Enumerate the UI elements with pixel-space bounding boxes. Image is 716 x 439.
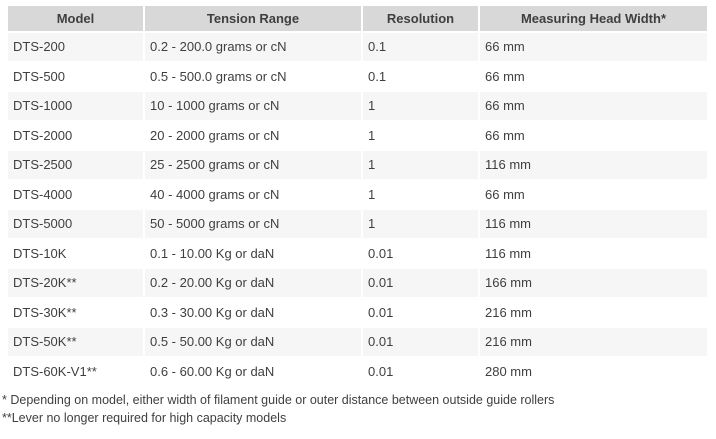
cell-resolution: 0.01 bbox=[363, 239, 478, 267]
cell-resolution: 0.01 bbox=[363, 269, 478, 297]
cell-head-width: 66 mm bbox=[480, 121, 707, 149]
cell-tension-range: 10 - 1000 grams or cN bbox=[145, 92, 361, 120]
table-row: DTS-4000 40 - 4000 grams or cN 1 66 mm bbox=[8, 180, 707, 208]
table-row: DTS-50K** 0.5 - 50.00 Kg or daN 0.01 216… bbox=[8, 328, 707, 356]
cell-head-width: 280 mm bbox=[480, 357, 707, 385]
cell-model: DTS-30K** bbox=[8, 298, 143, 326]
cell-tension-range: 0.6 - 60.00 Kg or daN bbox=[145, 357, 361, 385]
spec-table-page: Model Tension Range Resolution Measuring… bbox=[0, 4, 716, 427]
cell-model: DTS-50K** bbox=[8, 328, 143, 356]
column-header-tension-range: Tension Range bbox=[145, 6, 361, 31]
cell-resolution: 1 bbox=[363, 121, 478, 149]
cell-head-width: 66 mm bbox=[480, 92, 707, 120]
cell-resolution: 0.01 bbox=[363, 357, 478, 385]
cell-model: DTS-200 bbox=[8, 33, 143, 61]
cell-resolution: 1 bbox=[363, 180, 478, 208]
header-row: Model Tension Range Resolution Measuring… bbox=[8, 6, 707, 31]
cell-resolution: 0.1 bbox=[363, 62, 478, 90]
cell-model: DTS-500 bbox=[8, 62, 143, 90]
dts-spec-table: Model Tension Range Resolution Measuring… bbox=[6, 4, 709, 387]
footnote-head-width: * Depending on model, either width of fi… bbox=[2, 393, 555, 407]
cell-model: DTS-60K-V1** bbox=[8, 357, 143, 385]
table-row: DTS-2500 25 - 2500 grams or cN 1 116 mm bbox=[8, 151, 707, 179]
table-row: DTS-2000 20 - 2000 grams or cN 1 66 mm bbox=[8, 121, 707, 149]
column-header-model: Model bbox=[8, 6, 143, 31]
cell-tension-range: 0.5 - 50.00 Kg or daN bbox=[145, 328, 361, 356]
table-row: DTS-10K 0.1 - 10.00 Kg or daN 0.01 116 m… bbox=[8, 239, 707, 267]
cell-model: DTS-1000 bbox=[8, 92, 143, 120]
cell-head-width: 116 mm bbox=[480, 210, 707, 238]
table-row: DTS-500 0.5 - 500.0 grams or cN 0.1 66 m… bbox=[8, 62, 707, 90]
cell-model: DTS-2000 bbox=[8, 121, 143, 149]
cell-resolution: 1 bbox=[363, 92, 478, 120]
cell-tension-range: 0.5 - 500.0 grams or cN bbox=[145, 62, 361, 90]
cell-head-width: 66 mm bbox=[480, 180, 707, 208]
cell-tension-range: 0.2 - 20.00 Kg or daN bbox=[145, 269, 361, 297]
cell-tension-range: 40 - 4000 grams or cN bbox=[145, 180, 361, 208]
column-header-resolution: Resolution bbox=[363, 6, 478, 31]
table-row: DTS-5000 50 - 5000 grams or cN 1 116 mm bbox=[8, 210, 707, 238]
table-row: DTS-60K-V1** 0.6 - 60.00 Kg or daN 0.01 … bbox=[8, 357, 707, 385]
cell-model: DTS-20K** bbox=[8, 269, 143, 297]
cell-model: DTS-4000 bbox=[8, 180, 143, 208]
cell-tension-range: 25 - 2500 grams or cN bbox=[145, 151, 361, 179]
cell-model: DTS-2500 bbox=[8, 151, 143, 179]
cell-model: DTS-10K bbox=[8, 239, 143, 267]
table-row: DTS-20K** 0.2 - 20.00 Kg or daN 0.01 166… bbox=[8, 269, 707, 297]
cell-tension-range: 20 - 2000 grams or cN bbox=[145, 121, 361, 149]
cell-head-width: 66 mm bbox=[480, 62, 707, 90]
cell-resolution: 0.01 bbox=[363, 298, 478, 326]
cell-head-width: 216 mm bbox=[480, 328, 707, 356]
table-row: DTS-200 0.2 - 200.0 grams or cN 0.1 66 m… bbox=[8, 33, 707, 61]
cell-tension-range: 50 - 5000 grams or cN bbox=[145, 210, 361, 238]
cell-head-width: 216 mm bbox=[480, 298, 707, 326]
footnotes: * Depending on model, either width of fi… bbox=[2, 392, 716, 427]
table-row: DTS-1000 10 - 1000 grams or cN 1 66 mm bbox=[8, 92, 707, 120]
cell-head-width: 66 mm bbox=[480, 33, 707, 61]
cell-tension-range: 0.3 - 30.00 Kg or daN bbox=[145, 298, 361, 326]
cell-resolution: 1 bbox=[363, 151, 478, 179]
cell-head-width: 166 mm bbox=[480, 269, 707, 297]
cell-tension-range: 0.2 - 200.0 grams or cN bbox=[145, 33, 361, 61]
cell-head-width: 116 mm bbox=[480, 239, 707, 267]
footnote-lever: **Lever no longer required for high capa… bbox=[2, 410, 287, 425]
column-header-measuring-head-width: Measuring Head Width* bbox=[480, 6, 707, 31]
table-row: DTS-30K** 0.3 - 30.00 Kg or daN 0.01 216… bbox=[8, 298, 707, 326]
cell-resolution: 1 bbox=[363, 210, 478, 238]
cell-tension-range: 0.1 - 10.00 Kg or daN bbox=[145, 239, 361, 267]
cell-head-width: 116 mm bbox=[480, 151, 707, 179]
cell-resolution: 0.1 bbox=[363, 33, 478, 61]
cell-resolution: 0.01 bbox=[363, 328, 478, 356]
cell-model: DTS-5000 bbox=[8, 210, 143, 238]
